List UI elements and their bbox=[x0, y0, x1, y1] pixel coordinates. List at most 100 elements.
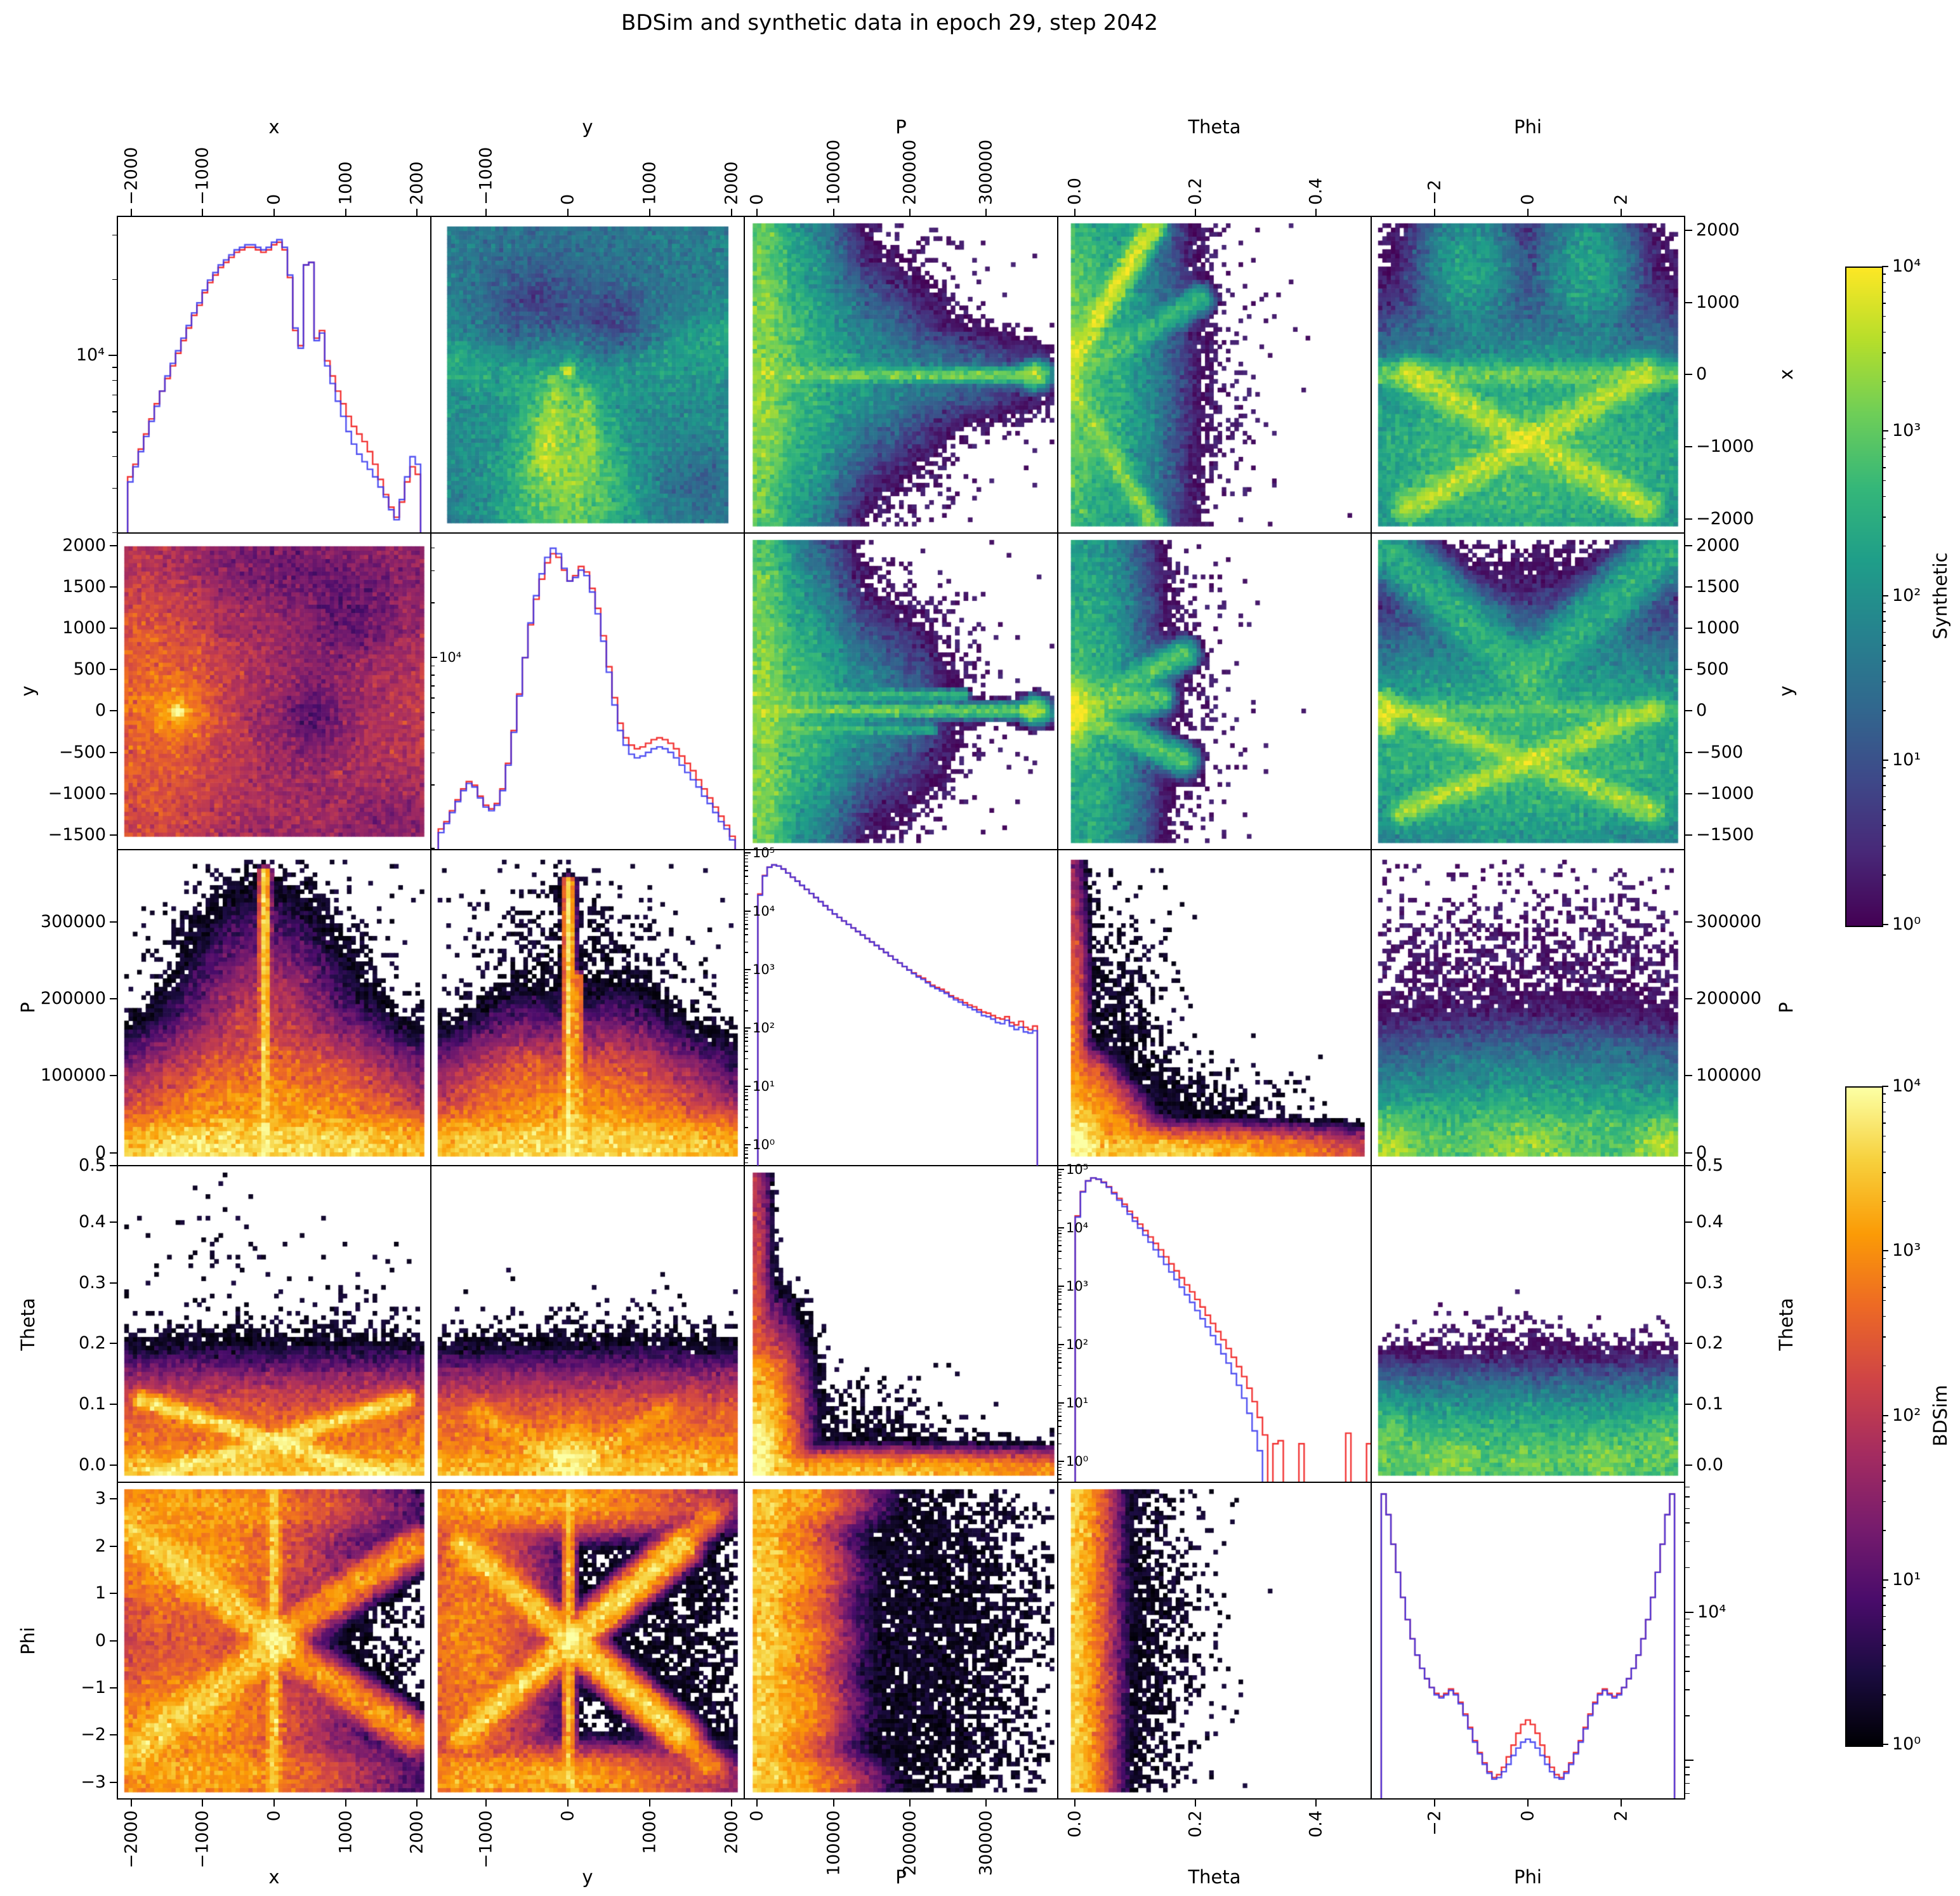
bottom-tick-x bbox=[345, 1799, 346, 1807]
right-tick-Theta bbox=[1685, 1282, 1692, 1284]
right-log-minor-tick bbox=[1685, 1671, 1690, 1672]
panel-x-vs-p-heatmap bbox=[744, 216, 1058, 533]
tick-label-text: 0.4 bbox=[1306, 1810, 1326, 1838]
tick-label-text: 2000 bbox=[407, 1810, 427, 1854]
internal-minor-tick bbox=[745, 916, 748, 918]
colorbar-bdsim-minor-tick bbox=[1882, 1440, 1886, 1442]
tick-label-text: 1000 bbox=[336, 161, 356, 205]
right-tick-label-y: −500 bbox=[1696, 742, 1744, 762]
internal-minor-tick bbox=[745, 1030, 748, 1032]
internal-minor-tick bbox=[745, 975, 748, 977]
internal-minor-tick bbox=[1058, 1294, 1062, 1296]
heatmap-canvas bbox=[431, 1166, 744, 1482]
heatmap-canvas bbox=[745, 217, 1057, 532]
internal-minor-tick bbox=[1058, 1433, 1062, 1435]
right-tick-Theta bbox=[1685, 1343, 1692, 1345]
left-log-minor-tick bbox=[112, 456, 117, 458]
colorbar-bdsim-minor-tick bbox=[1882, 1300, 1886, 1301]
bottom-tick-label-y: 0 bbox=[558, 1810, 578, 1821]
histogram-canvas bbox=[1372, 1483, 1684, 1799]
internal-minor-tick bbox=[1058, 1385, 1062, 1386]
top-tick-y bbox=[731, 209, 732, 216]
colorbar-synthetic-minor-tick bbox=[1882, 645, 1886, 646]
heatmap-canvas bbox=[118, 1483, 430, 1799]
bottom-tick-label-x: −2000 bbox=[121, 1810, 141, 1868]
panel-y-vs-p-heatmap bbox=[744, 532, 1058, 850]
tick-label-text: 0.4 bbox=[1306, 178, 1326, 205]
internal-minor-tick bbox=[745, 1116, 748, 1118]
right-log-minor-tick bbox=[1685, 1635, 1690, 1636]
top-tick-Theta bbox=[1194, 209, 1196, 216]
internal-minor-tick bbox=[1058, 1478, 1062, 1480]
right-log-minor-tick bbox=[1685, 1656, 1690, 1657]
internal-tick-label: 10⁵ bbox=[753, 845, 775, 861]
internal-minor-tick bbox=[1058, 1374, 1062, 1376]
bottom-tick-Theta bbox=[1074, 1799, 1075, 1807]
tick-label-text: 100000 bbox=[824, 139, 844, 205]
colorbar-synthetic-minor-tick bbox=[1882, 291, 1886, 293]
heatmap-canvas bbox=[745, 1166, 1057, 1482]
internal-minor-tick bbox=[1058, 1470, 1062, 1471]
left-tick-Phi bbox=[110, 1545, 117, 1547]
right-log-minor-tick bbox=[1685, 1618, 1690, 1620]
internal-minor-tick bbox=[745, 1157, 748, 1159]
right-axis-name-x: x bbox=[1775, 369, 1797, 380]
heatmap-canvas bbox=[1372, 533, 1684, 849]
left-tick-Phi bbox=[110, 1640, 117, 1642]
bottom-tick-y bbox=[567, 1799, 569, 1807]
top-tick-label-P: 0 bbox=[747, 194, 767, 205]
internal-minor-tick bbox=[745, 1089, 748, 1090]
internal-minor-tick bbox=[745, 1051, 748, 1052]
colorbar-bdsim-minor-tick bbox=[1882, 1645, 1886, 1646]
internal-minor-tick bbox=[1058, 1316, 1062, 1318]
colorbar-bdsim-minor-tick bbox=[1882, 1336, 1886, 1338]
left-log-minor-tick bbox=[112, 411, 117, 412]
internal-minor-tick bbox=[1058, 1474, 1062, 1475]
panel-phi-vs-x-heatmap bbox=[117, 1482, 431, 1799]
colorbar-synthetic-minor-tick bbox=[1882, 273, 1886, 275]
left-tick-Phi bbox=[110, 1781, 117, 1783]
colorbar-synthetic-minor-tick bbox=[1882, 467, 1886, 468]
right-log-minor-tick bbox=[1685, 1782, 1690, 1784]
bottom-tick-Phi bbox=[1433, 1799, 1435, 1807]
tick-label-text: −1000 bbox=[192, 147, 213, 205]
left-tick-Theta bbox=[110, 1343, 117, 1345]
right-tick-label-Theta: 0.1 bbox=[1696, 1394, 1723, 1414]
right-log-minor-tick bbox=[1685, 1715, 1690, 1716]
tick-label-text: −2000 bbox=[121, 147, 141, 205]
internal-minor-tick bbox=[431, 729, 435, 731]
bottom-tick-label-Phi: 0 bbox=[1518, 1810, 1538, 1821]
left-tick-P bbox=[110, 998, 117, 1000]
internal-minor-tick bbox=[1058, 1420, 1062, 1421]
right-log-minor-tick bbox=[1685, 1644, 1690, 1646]
internal-minor-tick bbox=[745, 876, 748, 877]
colorbar-synthetic-minor-tick bbox=[1882, 456, 1886, 458]
tick-label-text: −1000 bbox=[476, 147, 496, 205]
colorbar-bdsim-minor-tick bbox=[1882, 1465, 1886, 1466]
right-tick-label-y: 1000 bbox=[1696, 618, 1740, 638]
panel-theta-vs-p-heatmap bbox=[744, 1166, 1058, 1483]
colorbar-bdsim-major-tick bbox=[1882, 1086, 1888, 1087]
right-tick-label-y: 500 bbox=[1696, 659, 1729, 680]
left-tick-label-P: 100000 bbox=[40, 1065, 106, 1086]
figure-title: BDSim and synthetic data in epoch 29, st… bbox=[621, 10, 1158, 36]
internal-minor-tick bbox=[745, 883, 748, 885]
colorbar-synthetic-tick-label: 10² bbox=[1892, 585, 1921, 605]
left-tick-Phi bbox=[110, 1498, 117, 1500]
colorbar-bdsim-tick-label: 10² bbox=[1892, 1405, 1921, 1425]
right-tick-x bbox=[1685, 446, 1692, 448]
right-tick-label-y: 1500 bbox=[1696, 577, 1740, 597]
internal-minor-tick bbox=[1058, 1353, 1062, 1355]
right-log-minor-tick bbox=[1685, 1774, 1690, 1775]
right-tick-label-Theta: 0.0 bbox=[1696, 1455, 1723, 1475]
internal-minor-tick bbox=[431, 784, 435, 786]
internal-tick-label: 10² bbox=[1066, 1337, 1089, 1353]
internal-major-tick bbox=[1058, 1461, 1064, 1463]
panel-x-vs-x-histogram bbox=[117, 216, 431, 533]
bottom-tick-label-x: 0 bbox=[265, 1810, 284, 1821]
top-tick-Phi bbox=[1621, 209, 1622, 216]
right-tick-label-x: 0 bbox=[1696, 364, 1707, 385]
tick-label-text: 300000 bbox=[976, 1810, 996, 1876]
top-tick-P bbox=[756, 209, 758, 216]
bottom-tick-label-x: 2000 bbox=[407, 1810, 427, 1854]
